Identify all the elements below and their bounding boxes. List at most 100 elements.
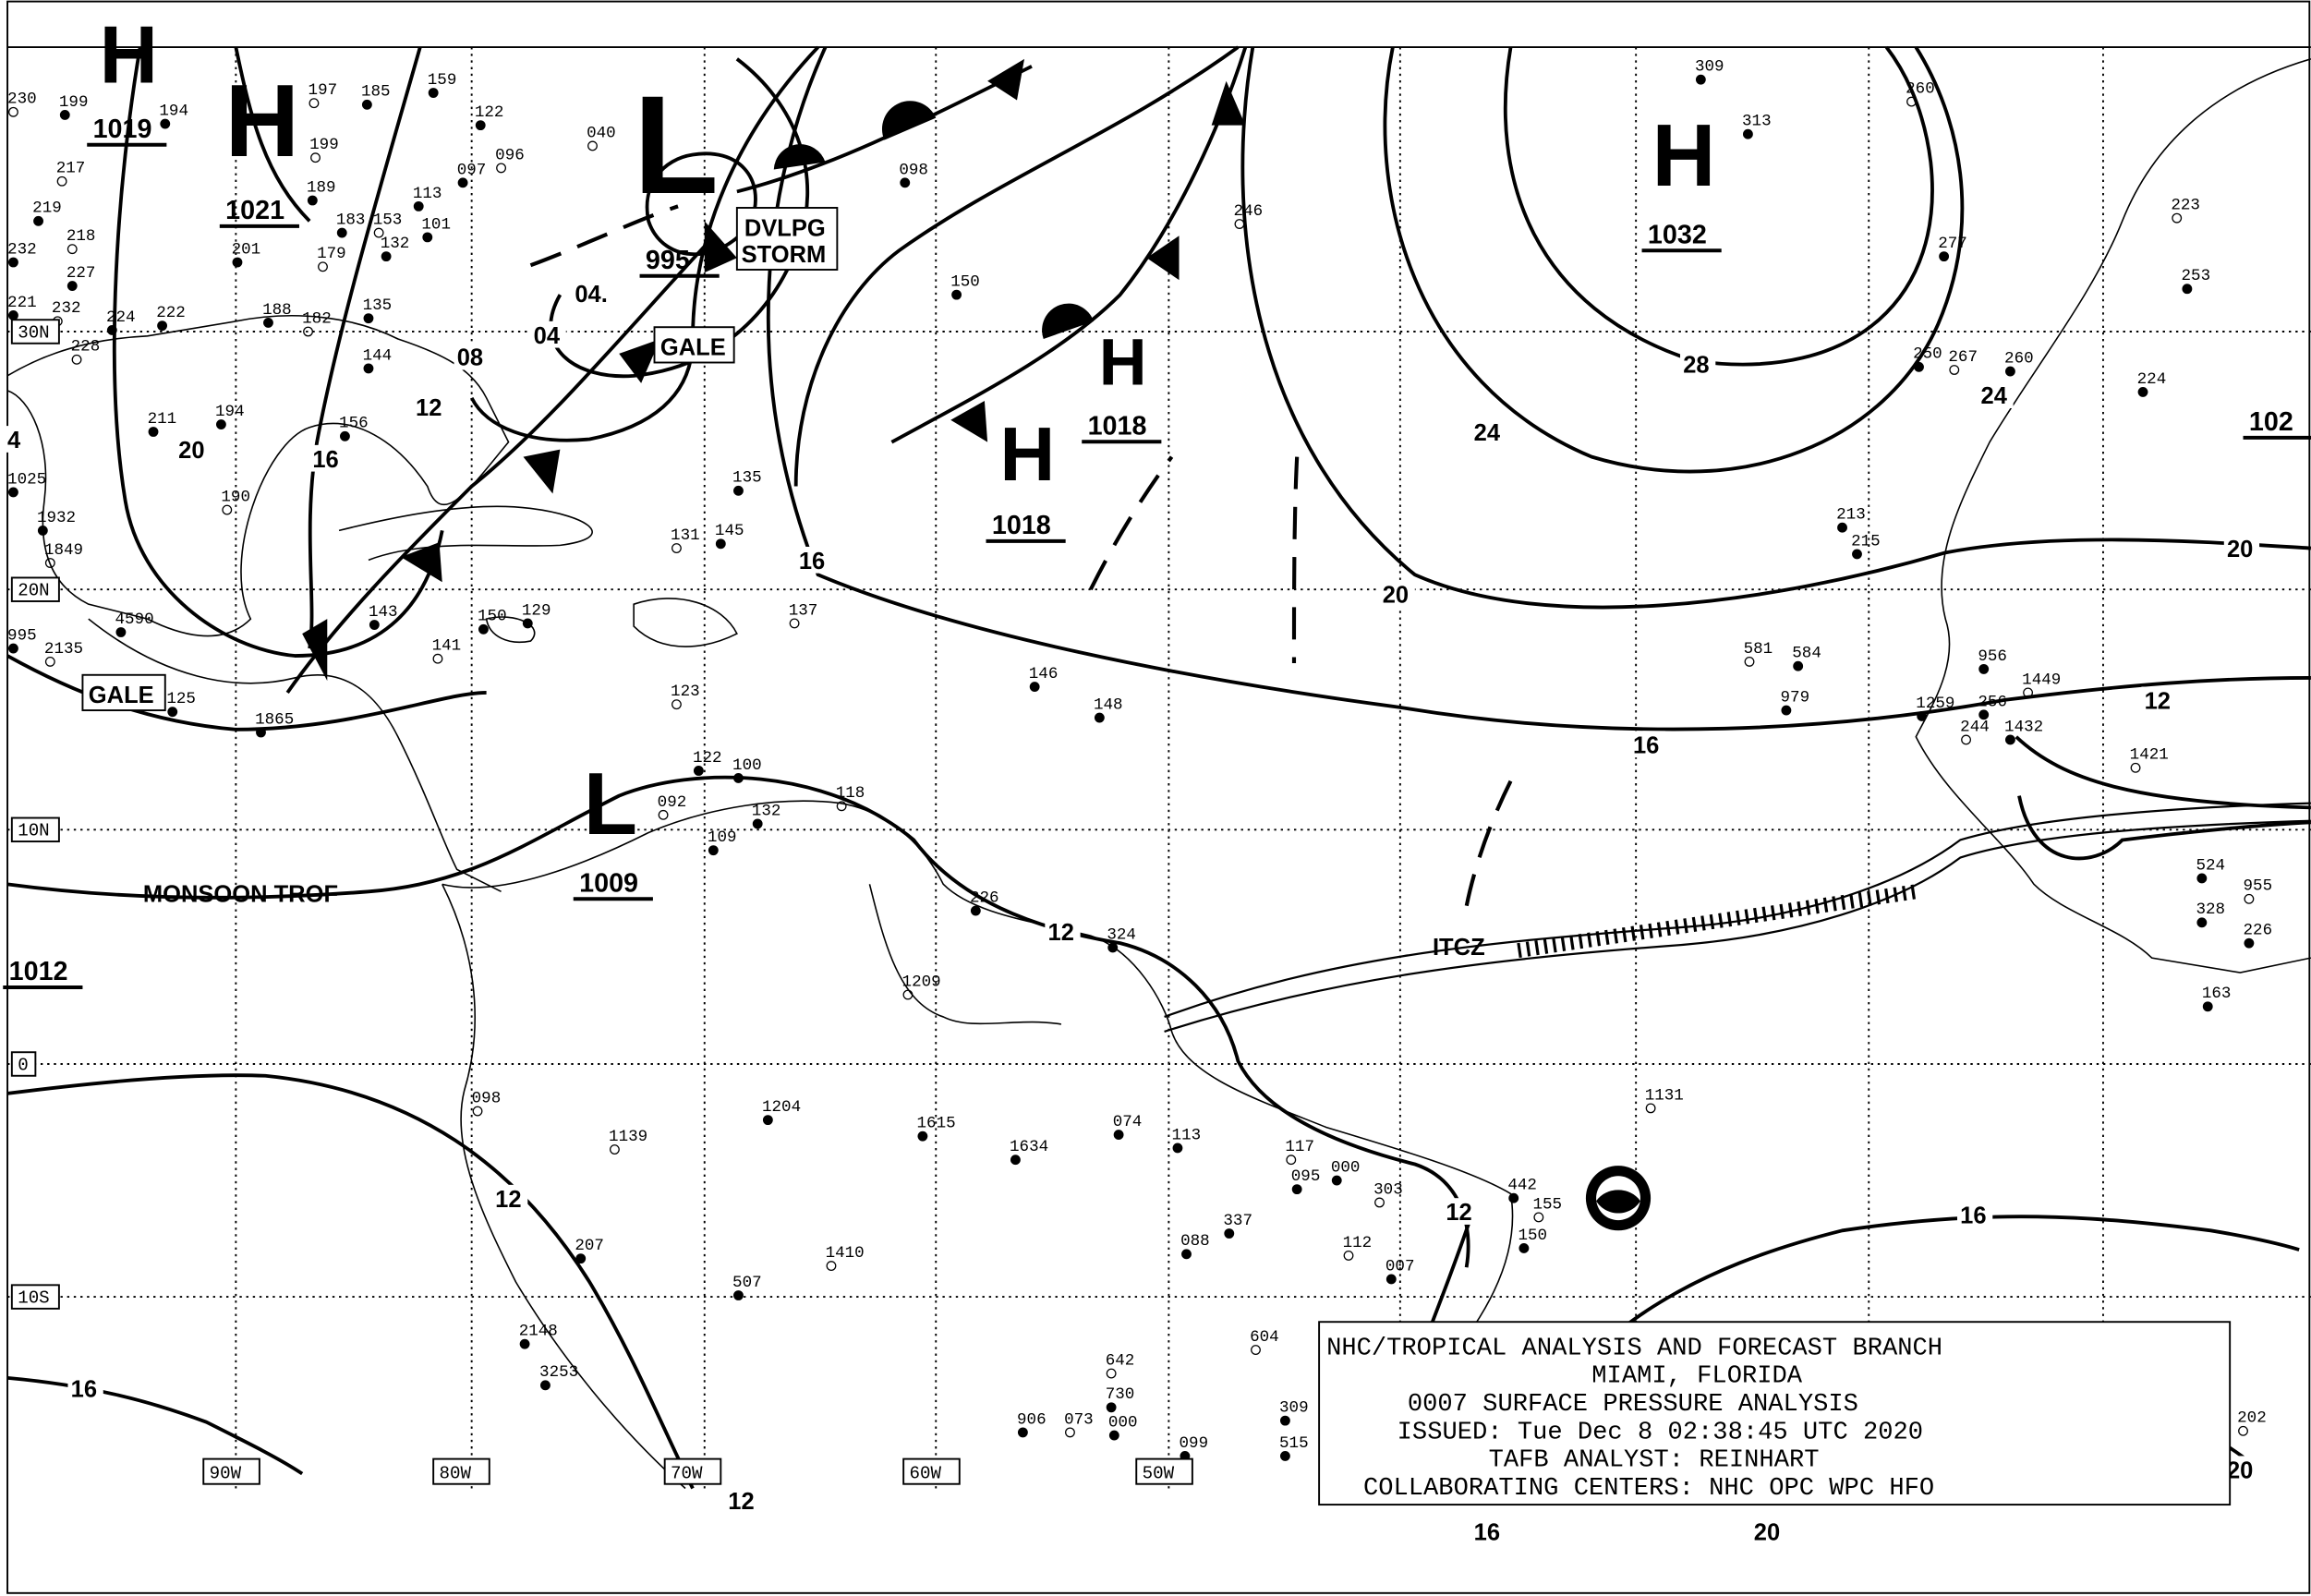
grid-labels: 30N 20N 10N 0 10S 90W 80W 70W 60W 50W [10, 319, 1193, 1485]
latitude-label: 10N [18, 821, 49, 841]
station-value: 1139 [609, 1128, 647, 1146]
station-value: 604 [1250, 1328, 1279, 1347]
station-value: 163 [2202, 985, 2232, 1003]
station-value: 215 [1851, 532, 1881, 550]
storm-label-line1: DVLPG [744, 215, 826, 241]
isobar-label: 16 [312, 447, 338, 473]
station-value: 507 [732, 1274, 762, 1292]
station-value: 040 [587, 124, 616, 142]
station-value: 228 [71, 338, 101, 357]
station-value: 199 [59, 93, 89, 112]
itcz-label: ITCZ [1433, 935, 1485, 961]
station-value: 185 [361, 83, 391, 102]
station-value: 098 [472, 1089, 502, 1107]
longitude-label: 70W [671, 1463, 703, 1483]
station-value: 135 [363, 296, 393, 315]
longitude-label: 80W [440, 1463, 472, 1483]
central-pressure-value: 1009 [579, 868, 638, 898]
isobar-label: 04 [534, 323, 561, 349]
station-value: 267 [1948, 348, 1978, 367]
isobar-label: 08 [457, 345, 483, 371]
station-value: 207 [575, 1237, 604, 1255]
map-frame [6, 0, 2311, 1594]
gale-warning-box-atlantic: GALE [653, 326, 735, 364]
station-value: 256 [1978, 693, 2007, 711]
station-value: 1421 [2130, 746, 2169, 765]
station-value: 097 [457, 161, 487, 179]
station-value: 253 [2182, 267, 2211, 285]
noaa-logo [1585, 1166, 1652, 1231]
station-value: 1615 [917, 1115, 956, 1133]
station-value: 218 [67, 227, 96, 246]
station-value: 232 [7, 240, 37, 259]
station-value: 118 [836, 784, 865, 803]
station-value: 581 [1744, 640, 1773, 659]
station-value: 096 [495, 146, 525, 164]
legend-line5: TAFB ANALYST: REINHART [1489, 1446, 1820, 1475]
station-value: 000 [1331, 1158, 1361, 1177]
gale-warning-box-gulf: GALE [81, 673, 166, 712]
legend-line4: ISSUED: Tue Dec 8 02:38:45 UTC 2020 [1397, 1418, 1923, 1446]
station-value: 199 [309, 136, 339, 154]
coastlines [6, 58, 2311, 1490]
station-value: 144 [363, 346, 393, 365]
isobar-label: 16 [71, 1377, 97, 1403]
gale-label: GALE [660, 335, 726, 361]
legend-line1: NHC/TROPICAL ANALYSIS AND FORECAST BRANC… [1326, 1334, 1942, 1362]
station-value: 159 [428, 71, 457, 90]
isobar-label: 16 [1633, 732, 1659, 758]
station-value: 132 [381, 235, 410, 253]
station-value: 260 [1906, 80, 1935, 99]
station-value: 099 [1180, 1434, 1209, 1453]
isobar-label: 12 [728, 1489, 754, 1515]
station-value: 1025 [7, 470, 46, 489]
station-value: 000 [1108, 1414, 1138, 1433]
station-value: 2135 [44, 640, 83, 659]
station-value: 101 [421, 215, 451, 234]
gale-label: GALE [89, 683, 154, 708]
monsoon-trough-label: MONSOON TROF [143, 881, 338, 907]
station-value: 092 [658, 793, 687, 812]
station-value: 224 [106, 308, 136, 327]
station-value: 112 [1343, 1234, 1373, 1252]
station-value: 1932 [37, 509, 76, 527]
station-value: 1865 [255, 710, 294, 729]
station-value: 131 [671, 526, 700, 545]
central-pressure-value: 995 [646, 246, 690, 275]
station-value: 1209 [902, 973, 941, 991]
legend-box: NHC/TROPICAL ANALYSIS AND FORECAST BRANC… [1318, 1321, 2232, 1506]
station-value: 125 [166, 690, 196, 708]
station-value: 303 [1373, 1180, 1403, 1199]
station-value: 515 [1279, 1434, 1309, 1453]
legend-line2: MIAMI, FLORIDA [1591, 1362, 1802, 1391]
station-value: 309 [1695, 58, 1724, 77]
central-pressure-value: 1018 [992, 511, 1051, 540]
troughs [529, 204, 1513, 907]
isobar-label: 20 [1754, 1519, 1780, 1545]
station-value: 213 [1836, 506, 1866, 525]
station-value: 182 [302, 309, 332, 328]
station-value: 202 [2237, 1409, 2267, 1428]
station-value: 179 [317, 245, 346, 263]
station-value: 095 [1291, 1167, 1321, 1186]
isobar-label: 4 [7, 428, 21, 453]
central-pressure-value: 1021 [225, 196, 284, 225]
isobar-label: 16 [1960, 1203, 1986, 1228]
isobar-label: 24 [1981, 383, 2008, 409]
station-value: 309 [1279, 1399, 1309, 1418]
station-value: 194 [159, 102, 188, 120]
station-value: 189 [307, 178, 336, 197]
station-value: 113 [413, 185, 442, 203]
high-pressure-center: H [999, 411, 1055, 497]
isobar-label: 12 [1446, 1200, 1471, 1226]
station-value: 143 [369, 603, 398, 622]
station-value: 183 [336, 212, 366, 230]
station-value: 227 [67, 264, 96, 283]
station-value: 4590 [115, 611, 154, 629]
high-pressure-center: H [225, 63, 300, 178]
isobar-label: 20 [178, 438, 204, 464]
high-pressure-center: H [100, 9, 158, 100]
station-value: 141 [432, 637, 462, 656]
latitude-label: 10S [18, 1288, 49, 1308]
station-value: 1432 [2004, 718, 2043, 736]
